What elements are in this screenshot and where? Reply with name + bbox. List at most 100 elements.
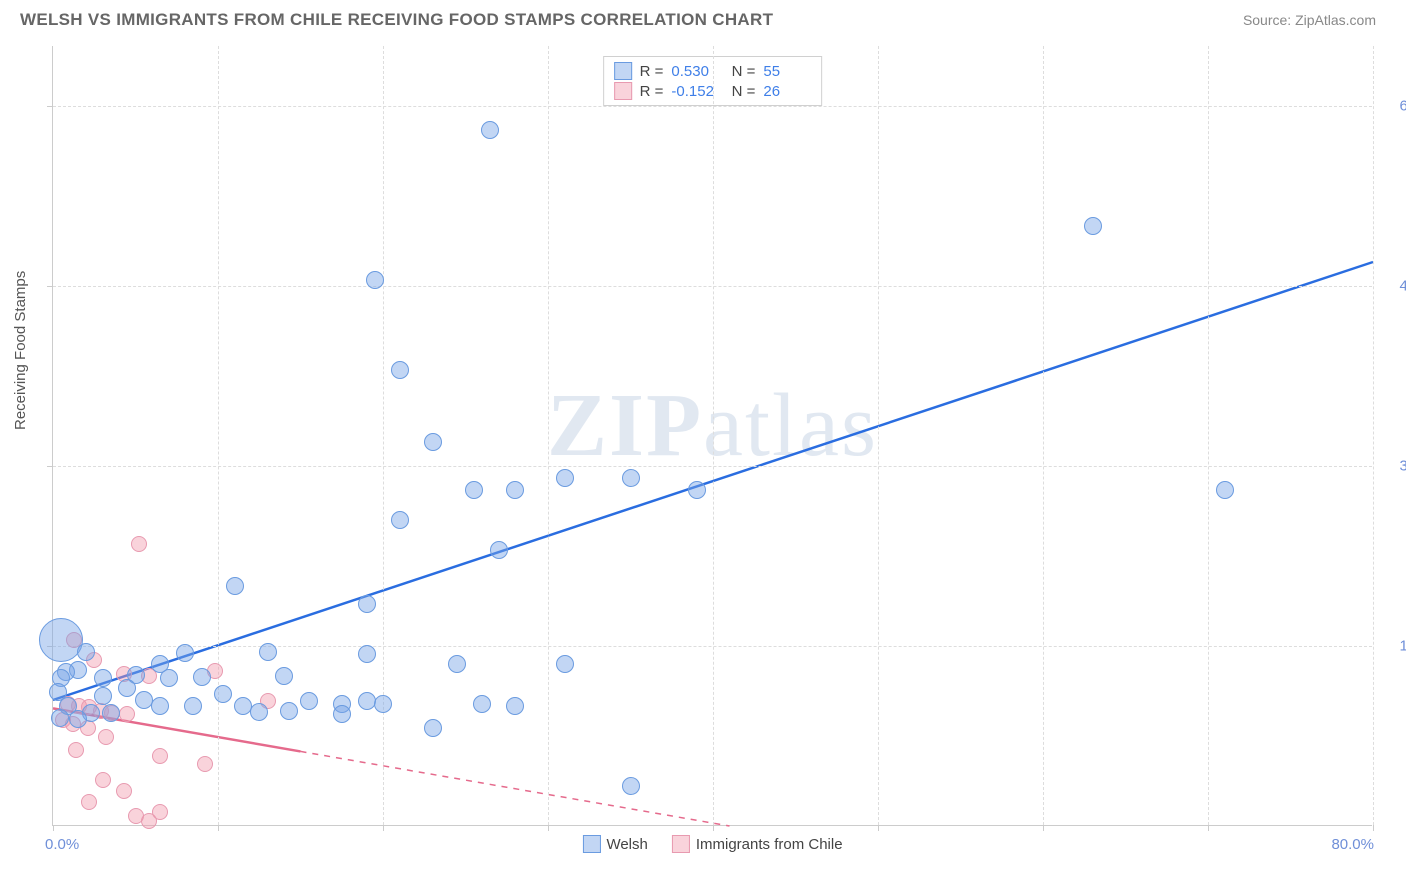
chart-title: WELSH VS IMMIGRANTS FROM CHILE RECEIVING…	[20, 10, 773, 30]
tick-bottom	[878, 825, 879, 831]
data-point	[94, 669, 112, 687]
swatch-welsh	[614, 62, 632, 80]
data-point	[481, 121, 499, 139]
data-point	[102, 704, 120, 722]
data-point	[135, 691, 153, 709]
data-point	[465, 481, 483, 499]
data-point	[448, 655, 466, 673]
data-point	[214, 685, 232, 703]
watermark-zip: ZIP	[547, 376, 703, 475]
data-point	[300, 692, 318, 710]
header: WELSH VS IMMIGRANTS FROM CHILE RECEIVING…	[0, 0, 1406, 36]
data-point	[98, 729, 114, 745]
tick-left	[47, 286, 53, 287]
tick-bottom	[383, 825, 384, 831]
data-point	[473, 695, 491, 713]
tick-bottom	[548, 825, 549, 831]
data-point	[234, 697, 252, 715]
legend-swatch-welsh	[582, 835, 600, 853]
data-point	[1216, 481, 1234, 499]
y-tick-label: 60.0%	[1399, 98, 1406, 115]
data-point	[391, 361, 409, 379]
data-point	[556, 469, 574, 487]
y-tick-label: 45.0%	[1399, 278, 1406, 295]
data-point	[374, 695, 392, 713]
data-point	[391, 511, 409, 529]
data-point	[1084, 217, 1102, 235]
data-point	[358, 595, 376, 613]
data-point	[424, 433, 442, 451]
data-point	[556, 655, 574, 673]
data-point	[51, 709, 69, 727]
data-point	[176, 644, 194, 662]
gridline-v	[1208, 46, 1209, 825]
data-point	[226, 577, 244, 595]
tick-bottom	[53, 825, 54, 831]
data-point	[95, 772, 111, 788]
data-point	[151, 655, 169, 673]
data-point	[259, 643, 277, 661]
data-point	[358, 692, 376, 710]
r-label: R =	[640, 63, 664, 80]
gridline-v	[713, 46, 714, 825]
data-point	[152, 804, 168, 820]
data-point	[424, 719, 442, 737]
data-point	[275, 667, 293, 685]
swatch-chile	[614, 82, 632, 100]
gridline-v	[1043, 46, 1044, 825]
data-point	[193, 668, 211, 686]
n-label: N =	[727, 63, 755, 80]
data-point	[366, 271, 384, 289]
data-point	[333, 705, 351, 723]
source-label: Source: ZipAtlas.com	[1243, 12, 1376, 28]
r-label: R =	[640, 83, 664, 100]
data-point	[506, 697, 524, 715]
tick-bottom	[713, 825, 714, 831]
data-point	[119, 706, 135, 722]
tick-left	[47, 466, 53, 467]
data-point	[506, 481, 524, 499]
gridline-v	[1373, 46, 1374, 825]
data-point	[81, 794, 97, 810]
data-point	[39, 618, 83, 662]
series-legend: Welsh Immigrants from Chile	[582, 835, 842, 853]
legend-label-welsh: Welsh	[606, 836, 647, 853]
data-point	[490, 541, 508, 559]
legend-swatch-chile	[672, 835, 690, 853]
data-point	[250, 703, 268, 721]
tick-bottom	[1373, 825, 1374, 831]
legend-label-chile: Immigrants from Chile	[696, 836, 843, 853]
data-point	[358, 645, 376, 663]
gridline-v	[218, 46, 219, 825]
data-point	[116, 783, 132, 799]
gridline-v	[548, 46, 549, 825]
gridline-v	[878, 46, 879, 825]
y-axis-title: Receiving Food Stamps	[12, 271, 29, 430]
n-label: N =	[727, 83, 755, 100]
data-point	[151, 697, 169, 715]
data-point	[77, 643, 95, 661]
n-value-chile: 26	[763, 83, 811, 100]
y-tick-label: 15.0%	[1399, 638, 1406, 655]
data-point	[94, 687, 112, 705]
data-point	[280, 702, 298, 720]
data-point	[118, 679, 136, 697]
data-point	[184, 697, 202, 715]
n-value-welsh: 55	[763, 63, 811, 80]
data-point	[131, 536, 147, 552]
tick-bottom	[218, 825, 219, 831]
watermark-atlas: atlas	[703, 376, 878, 475]
tick-left	[47, 106, 53, 107]
data-point	[622, 777, 640, 795]
tick-bottom	[1208, 825, 1209, 831]
data-point	[688, 481, 706, 499]
y-tick-label: 30.0%	[1399, 458, 1406, 475]
legend-item-welsh: Welsh	[582, 835, 647, 853]
chart-plot-area: ZIPatlas R = 0.530 N = 55 R = -0.152 N =…	[52, 46, 1372, 826]
tick-bottom	[1043, 825, 1044, 831]
data-point	[622, 469, 640, 487]
x-origin-label: 0.0%	[45, 836, 79, 853]
legend-item-chile: Immigrants from Chile	[672, 835, 843, 853]
x-max-label: 80.0%	[1331, 836, 1374, 853]
data-point	[68, 742, 84, 758]
